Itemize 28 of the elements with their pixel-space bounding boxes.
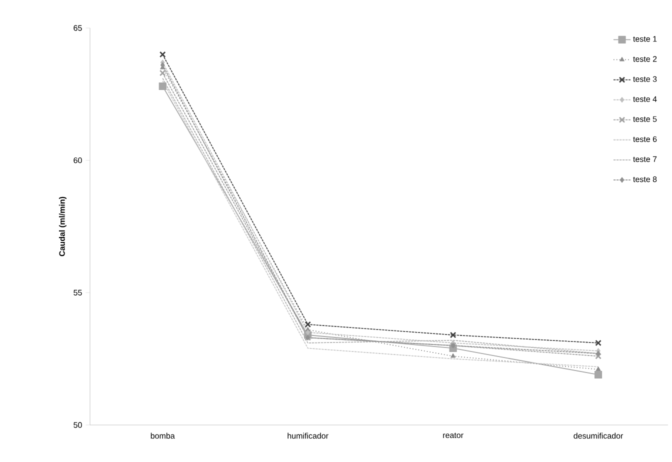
legend-label: teste 5 bbox=[633, 116, 657, 122]
x-tick-label: desumificador bbox=[574, 432, 624, 439]
y-tick-label: 65 bbox=[74, 25, 82, 31]
y-axis-title: Caudal (ml/min) bbox=[58, 196, 66, 256]
legend-label: teste 6 bbox=[633, 136, 657, 142]
y-tick-label: 55 bbox=[74, 290, 82, 296]
legend-label: teste 3 bbox=[633, 76, 657, 82]
point bbox=[595, 340, 602, 346]
point bbox=[160, 70, 166, 76]
point bbox=[158, 82, 166, 90]
point bbox=[160, 51, 166, 58]
legend-label: teste 8 bbox=[633, 176, 657, 182]
y-tick-label: 60 bbox=[74, 157, 82, 164]
point bbox=[450, 353, 456, 358]
x-tick-label: bomba bbox=[150, 432, 175, 439]
point bbox=[596, 366, 601, 371]
point bbox=[596, 350, 600, 356]
legend-label: teste 4 bbox=[633, 96, 657, 102]
x-tick-label: reator bbox=[443, 432, 464, 438]
point bbox=[306, 330, 310, 336]
y-tick-label: 50 bbox=[74, 422, 82, 428]
point bbox=[594, 370, 602, 378]
legend-label: teste 1 bbox=[633, 36, 657, 42]
legend-label: teste 7 bbox=[633, 156, 657, 162]
legend-label: teste 2 bbox=[633, 56, 657, 62]
point bbox=[304, 321, 311, 328]
point bbox=[450, 332, 456, 338]
x-tick-label: humificador bbox=[288, 432, 328, 439]
